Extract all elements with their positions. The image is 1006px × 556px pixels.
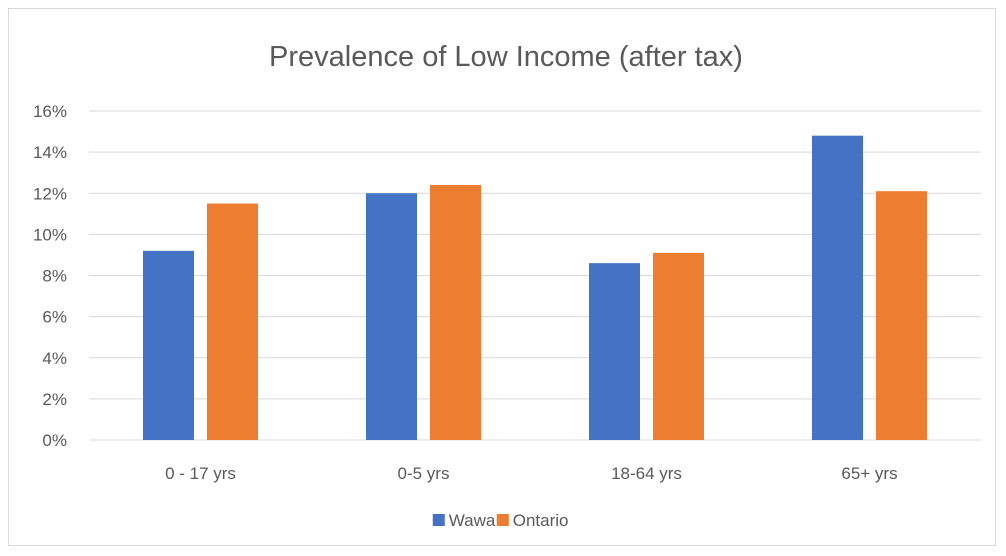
y-tick-label: 14% [33, 143, 67, 162]
y-axis-tick-labels: 0% 2% 4% 6% 8% 10% 12% 14% 16% [33, 102, 67, 450]
y-tick-label: 10% [33, 225, 67, 244]
y-tick-label: 8% [42, 267, 67, 286]
legend-swatch-wawa [432, 514, 445, 526]
y-tick-label: 16% [33, 102, 67, 121]
bar-ontario-2 [653, 252, 704, 440]
x-tick-label: 65+ yrs [841, 464, 897, 483]
bar-ontario-1 [430, 185, 481, 440]
bar-wawa-0 [143, 250, 194, 440]
chart-frame: Prevalence of Low Income (after tax) 0% 2… [8, 8, 996, 546]
bar-wawa-2 [589, 263, 640, 440]
legend-swatch-ontario [496, 514, 509, 526]
legend-label-ontario: Ontario [513, 511, 569, 530]
y-tick-label: 6% [42, 308, 67, 327]
bar-wawa-1 [366, 193, 417, 440]
x-tick-label: 18-64 yrs [611, 464, 682, 483]
y-tick-label: 2% [42, 390, 67, 409]
bar-wawa-3 [812, 135, 863, 441]
legend-label-wawa: Wawa [449, 511, 496, 530]
legend: Wawa Ontario [432, 511, 569, 530]
y-tick-label: 4% [42, 349, 67, 368]
chart-title: Prevalence of Low Income (after tax) [269, 41, 743, 73]
bar-ontario-0 [207, 203, 258, 440]
y-tick-label: 0% [42, 431, 67, 450]
x-tick-label: 0 - 17 yrs [165, 464, 236, 483]
x-axis-tick-labels: 0 - 17 yrs 0-5 yrs 18-64 yrs 65+ yrs [165, 464, 898, 483]
y-tick-label: 12% [33, 184, 67, 203]
bar-chart: Prevalence of Low Income (after tax) 0% 2… [33, 41, 981, 530]
x-tick-label: 0-5 yrs [398, 464, 450, 483]
bar-ontario-3 [876, 191, 927, 440]
bars [143, 135, 927, 441]
